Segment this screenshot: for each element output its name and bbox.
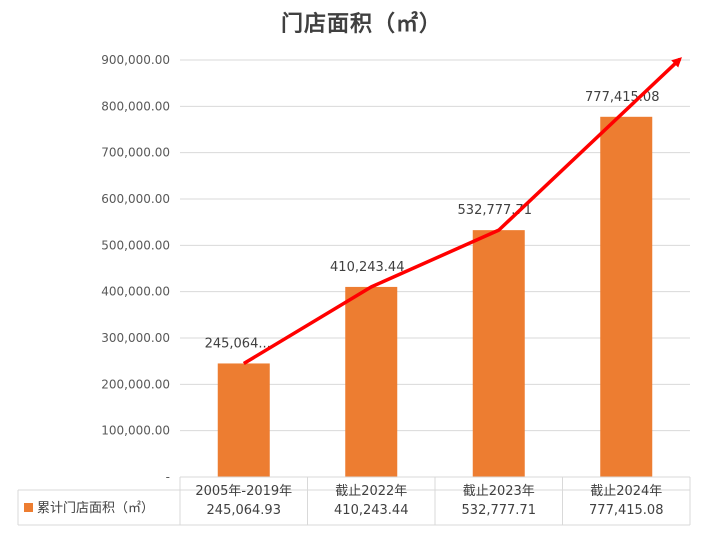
data-label: 245,064.... — [205, 336, 275, 351]
table-value: 532,777.71 — [462, 503, 536, 518]
category-label: 截止2024年 — [590, 484, 662, 499]
category-label: 截止2023年 — [463, 484, 535, 499]
legend-label: 累计门店面积（㎡） — [37, 501, 154, 516]
legend-swatch — [24, 503, 33, 512]
trend-arrow-line — [242, 57, 682, 366]
table-value: 410,243.44 — [334, 503, 408, 518]
data-table: 2005年-2019年 245,064.93 截止2022年 410,243.44 截止… — [17, 476, 691, 526]
y-tick-label: 400,000.00 — [101, 285, 170, 299]
data-labels: 245,064....410,243.44532,777.71777,415.0… — [205, 90, 660, 352]
data-label: 410,243.44 — [330, 260, 404, 275]
bar — [600, 116, 653, 478]
chart-title: 门店面积（㎡） — [280, 11, 442, 37]
table-value: 245,064.93 — [207, 503, 281, 518]
data-label: 777,415.08 — [585, 90, 659, 105]
bar — [217, 363, 270, 477]
category-label: 2005年-2019年 — [195, 484, 292, 499]
table-value: 777,415.08 — [589, 503, 663, 518]
bar — [345, 286, 398, 477]
y-axis-ticks: - 100,000.00 200,000.00 300,000.00 400,000.0… — [101, 53, 170, 484]
y-tick-label: 200,000.00 — [101, 377, 170, 391]
y-tick-label: 300,000.00 — [101, 331, 170, 345]
y-tick-label: 100,000.00 — [101, 424, 170, 438]
y-tick-label: 800,000.00 — [101, 99, 170, 113]
y-tick-label: 600,000.00 — [101, 192, 170, 206]
y-tick-label: - — [166, 470, 170, 484]
category-label: 截止2022年 — [335, 484, 407, 499]
bars — [217, 116, 653, 478]
y-tick-label: 900,000.00 — [101, 53, 170, 67]
y-tick-label: 500,000.00 — [101, 238, 170, 252]
y-tick-label: 700,000.00 — [101, 146, 170, 160]
bar — [472, 230, 525, 477]
trend-arrow — [242, 57, 682, 366]
